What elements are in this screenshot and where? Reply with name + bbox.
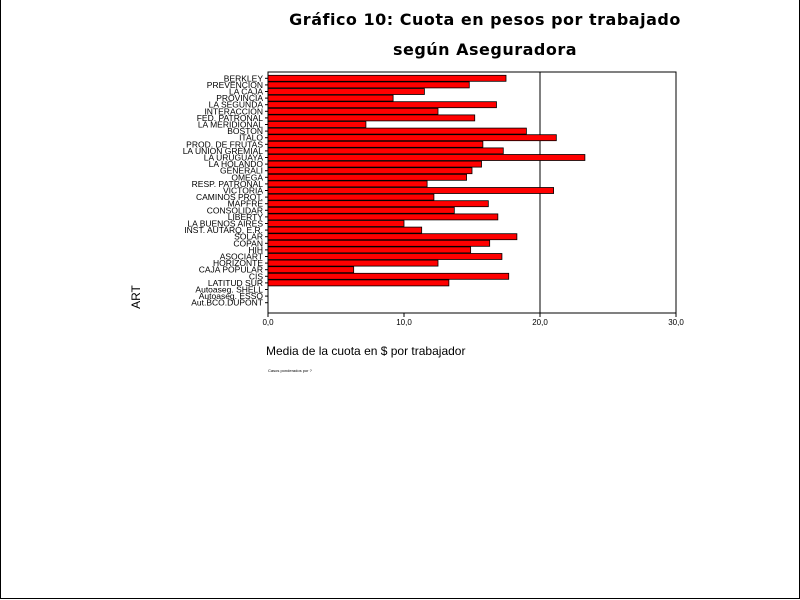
bar [267,134,557,142]
bar [267,266,355,274]
category-label: COPAN [233,238,263,248]
category-label: BERKLEY [224,73,264,83]
category-label: Autoaseg. ESSO [199,291,264,301]
category-label: INST. AUTARQ. E.R. [184,225,263,235]
bar [267,180,428,188]
bar [267,259,439,267]
bar [267,167,473,175]
bar [267,127,527,135]
category-label: GENERALI [220,166,263,176]
bar [267,272,510,280]
category-label: INTERACCION [204,106,263,116]
category-label: LA URUGUAYA [204,153,264,163]
bar [267,187,555,194]
bar [267,239,491,247]
category-label: LATITUD SUR [208,278,263,288]
bar [267,193,435,201]
bar [267,81,470,89]
bar [267,107,439,115]
category-label: VICTORIA [223,186,263,196]
category-label: CAJA POPULAR [199,265,263,275]
x-tick-label: 20,0 [532,318,548,327]
bar [267,226,423,234]
category-label: PROD. DE FRUTAS [186,139,263,149]
category-label: HORIZONTE [213,258,263,268]
x-tick-label: 10,0 [396,318,412,327]
category-label: CONSOLIDAR [207,205,263,215]
bar [267,220,405,227]
bar [267,88,425,95]
category-label: ITALO [239,133,263,143]
chart-title-line-2: según Aseguradora [392,40,578,59]
bar [267,200,489,208]
category-label: LIBERTY [228,212,264,222]
category-label: BOSTON [227,126,263,136]
x-tick-label: 0,0 [262,318,274,327]
category-label: FED. PATRONAL [197,113,264,123]
category-label: PROVINCIA [216,93,263,103]
category-label: LA SEGUNDA [209,100,264,110]
category-label: HIH [248,245,263,255]
bar [267,101,497,109]
footnote: Casos ponderados por ? [268,368,312,373]
category-label: CIS [249,271,264,281]
category-label: PREVENCION [207,80,263,90]
bar [267,253,503,260]
bar [267,140,484,148]
category-label: MAPFRE [228,199,264,209]
bar [267,160,482,168]
bar [267,213,499,221]
category-label: Autoaseg. SHELL [195,285,263,295]
category-label: RESP. PATRONAL [192,179,264,189]
bar [267,114,476,122]
category-label: ASOCIART [220,252,263,262]
category-label: LA HOLANDO [209,159,264,169]
bar [267,206,455,214]
category-label: LA MERIDIONAL [198,120,263,130]
bar [267,233,518,241]
category-label: OMEGA [231,172,263,182]
bar [267,74,507,82]
bar [267,121,367,128]
bar [267,173,467,181]
bar [267,154,586,161]
chart-title-line-1: Gráfico 10: Cuota en pesos por trabajado [289,10,681,29]
category-label: LA UNION GREMIAL [183,146,264,156]
bar [267,94,394,102]
category-label: LA BUENOS AIRES [187,219,263,229]
category-label: CAMINOS PROT. [196,192,263,202]
bar [267,147,504,155]
category-label: LA CAJA [229,87,263,97]
bar [267,246,472,254]
x-axis-label: Media de la cuota en $ por trabajador [266,344,466,358]
y-axis-label: ART [129,285,143,309]
x-tick-label: 30,0 [668,318,684,327]
category-label: Aut.BCO.DUPONT [191,298,263,308]
category-label: SOLAR [234,232,263,242]
bar [267,279,450,287]
